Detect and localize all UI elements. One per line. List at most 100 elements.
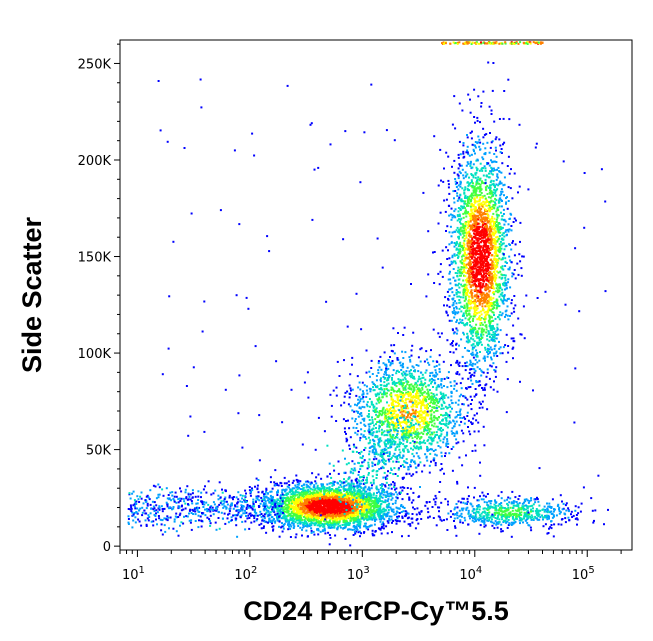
event-dot — [457, 210, 460, 213]
event-dot — [374, 498, 377, 501]
event-dot — [474, 173, 477, 176]
event-dot — [328, 508, 331, 511]
event-dot — [457, 269, 459, 272]
event-dot — [494, 246, 497, 249]
event-dot — [477, 273, 480, 276]
event-dot — [484, 216, 487, 219]
event-dot — [276, 514, 279, 517]
event-dot — [488, 231, 491, 234]
event-dot — [488, 295, 490, 298]
event-dot — [260, 515, 263, 518]
event-dot — [319, 501, 322, 504]
event-dot — [324, 532, 327, 535]
event-dot — [451, 216, 454, 219]
event-dot — [467, 419, 470, 422]
event-dot — [316, 504, 318, 506]
event-dot — [290, 499, 293, 502]
event-dot — [388, 519, 391, 522]
event-dot — [437, 272, 440, 275]
event-dot — [272, 496, 274, 499]
event-dot — [317, 507, 320, 510]
event-dot — [333, 518, 336, 521]
event-dot — [478, 303, 481, 306]
event-dot — [495, 149, 497, 152]
event-dot — [477, 210, 480, 213]
event-dot — [470, 153, 473, 156]
event-dot — [480, 188, 483, 191]
event-dot — [445, 230, 447, 232]
event-dot — [435, 524, 438, 527]
event-dot — [492, 352, 495, 355]
event-dot — [317, 473, 320, 476]
event-dot — [378, 528, 381, 530]
event-dot — [277, 484, 280, 487]
event-dot — [353, 490, 356, 492]
event-dot — [465, 236, 468, 239]
event-dot — [508, 228, 511, 231]
event-dot — [308, 486, 311, 489]
event-dot — [493, 153, 496, 155]
event-dot — [289, 488, 292, 491]
event-dot — [491, 248, 494, 250]
event-dot — [287, 501, 290, 504]
event-dot — [468, 234, 470, 237]
event-dot — [479, 324, 482, 327]
event-dot — [287, 528, 290, 531]
event-dot — [322, 508, 325, 511]
event-dot — [469, 98, 471, 101]
event-dot — [393, 484, 396, 487]
event-dot — [501, 282, 504, 285]
event-dot — [499, 231, 502, 234]
event-dot — [454, 260, 457, 263]
event-dot — [475, 166, 478, 169]
event-dot — [492, 297, 495, 300]
event-dot — [386, 492, 389, 495]
event-dot — [304, 497, 307, 499]
event-dot — [300, 514, 303, 517]
event-dot — [306, 518, 309, 521]
event-dot — [381, 496, 384, 499]
event-dot — [329, 490, 332, 493]
event-dot — [375, 498, 378, 501]
event-dot — [346, 510, 349, 513]
event-dot — [308, 518, 311, 521]
event-dot — [464, 310, 467, 313]
event-dot — [350, 492, 352, 495]
event-dot — [488, 172, 490, 175]
event-dot — [475, 250, 478, 253]
event-dot — [473, 306, 476, 309]
event-dot — [276, 510, 279, 513]
event-dot — [276, 484, 278, 486]
event-dot — [464, 186, 467, 189]
event-dot — [335, 511, 338, 514]
event-dot — [465, 228, 468, 231]
event-dot — [372, 515, 375, 518]
event-dot — [359, 520, 362, 523]
event-dot — [338, 486, 340, 489]
event-dot — [489, 146, 492, 149]
event-dot — [481, 293, 484, 296]
event-dot — [391, 497, 394, 500]
event-dot — [509, 286, 512, 289]
event-dot — [481, 219, 484, 222]
event-dot — [336, 495, 339, 498]
event-dot — [324, 489, 327, 492]
event-dot — [355, 495, 358, 498]
event-dot — [465, 266, 468, 269]
event-dot — [470, 302, 473, 305]
event-dot — [502, 254, 505, 257]
event-dot — [478, 368, 481, 370]
event-dot — [321, 509, 324, 512]
event-dot — [297, 498, 300, 501]
event-dot — [366, 488, 369, 491]
event-dot — [498, 347, 501, 350]
event-dot — [474, 363, 477, 366]
event-dot — [339, 516, 342, 518]
event-dot — [498, 245, 501, 248]
event-dot — [473, 311, 476, 313]
event-dot — [380, 495, 383, 498]
event-dot — [513, 172, 516, 175]
event-dot — [451, 310, 454, 313]
event-dot — [472, 247, 475, 250]
event-dot — [457, 156, 460, 159]
